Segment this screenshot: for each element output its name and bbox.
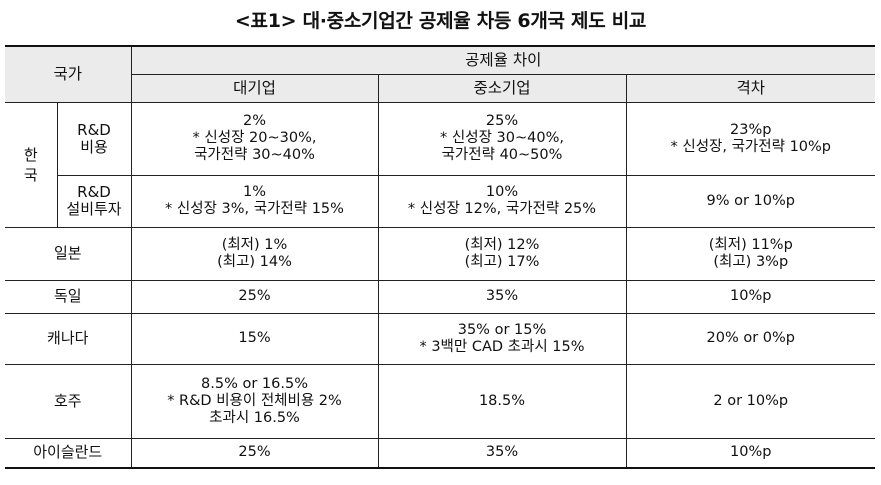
header-country: 국가: [5, 45, 132, 103]
germany-diff: 10%p: [625, 279, 876, 314]
korea-rnd-cost-large: 2% * 신성장 20~30%, 국가전략 30~40%: [130, 101, 379, 176]
korea-rnd-facility-label: R&D 설비투자: [57, 174, 132, 228]
korea-rnd-facility-diff: 9% or 10%p: [625, 174, 876, 228]
canada-large: 15%: [130, 312, 379, 365]
table-row: 일본 (최저) 1% (최고) 14% (최저) 12% (최고) 17% (최…: [5, 226, 876, 281]
table-row: R&D 설비투자 1% * 신성장 3%, 국가전략 15% 10% * 신성장…: [5, 174, 876, 228]
canada-diff: 20% or 0%p: [625, 312, 876, 365]
canada-sme: 35% or 15% * 3백만 CAD 초과시 15%: [377, 312, 627, 365]
japan-diff: (최저) 11%p (최고) 3%p: [625, 226, 876, 281]
table-row: 독일 25% 35% 10%p: [5, 279, 876, 314]
japan-large: (최저) 1% (최고) 14%: [130, 226, 379, 281]
table-row: 아이슬란드 25% 35% 10%p: [5, 437, 876, 469]
iceland-diff: 10%p: [625, 437, 876, 469]
iceland-sme: 35%: [377, 437, 627, 469]
table-row: 한 국 R&D 비용 2% * 신성장 20~30%, 국가전략 30~40% …: [5, 101, 876, 228]
korea-rnd-cost-diff: 23%p * 신성장, 국가전략 10%p: [625, 101, 876, 176]
country-iceland: 아이슬란드: [5, 437, 132, 469]
iceland-large: 25%: [130, 437, 379, 469]
germany-large: 25%: [130, 279, 379, 314]
country-germany: 독일: [5, 279, 132, 314]
australia-large: 8.5% or 16.5% * R&D 비용이 전체비용 2% 초과시 16.5…: [130, 363, 379, 439]
korea-rnd-cost-label: R&D 비용: [56, 101, 132, 176]
header-sme: 중소기업: [377, 73, 627, 103]
comparison-table: 국가 공제율 차이 대기업 중소기업 격차 한 국 R&D 비용 2% * 신성…: [5, 45, 876, 469]
country-japan: 일본: [5, 226, 132, 281]
korea-rnd-cost-sme: 25% * 신성장 30~40%, 국가전략 40~50%: [377, 101, 627, 176]
korea-rnd-facility-sme: 10% * 신성장 12%, 국가전략 25%: [377, 174, 627, 228]
table-title: <표1> 대·중소기업간 공제율 차등 6개국 제도 비교: [234, 10, 647, 32]
table-row: 캐나다 15% 35% or 15% * 3백만 CAD 초과시 15% 20%…: [5, 312, 876, 365]
australia-sme: 18.5%: [377, 363, 627, 439]
germany-sme: 35%: [377, 279, 627, 314]
header-diff: 격차: [625, 73, 876, 103]
table-row: 호주 8.5% or 16.5% * R&D 비용이 전체비용 2% 초과시 1…: [5, 363, 876, 439]
japan-sme: (최저) 12% (최고) 17%: [377, 226, 627, 281]
australia-diff: 2 or 10%p: [625, 363, 876, 439]
header-large: 대기업: [131, 73, 379, 103]
country-korea: 한 국: [5, 101, 58, 228]
country-canada: 캐나다: [5, 312, 132, 365]
korea-rnd-facility-large: 1% * 신성장 3%, 국가전략 15%: [130, 174, 379, 228]
header-gap: 공제율 차이: [130, 45, 876, 75]
country-australia: 호주: [5, 363, 132, 439]
